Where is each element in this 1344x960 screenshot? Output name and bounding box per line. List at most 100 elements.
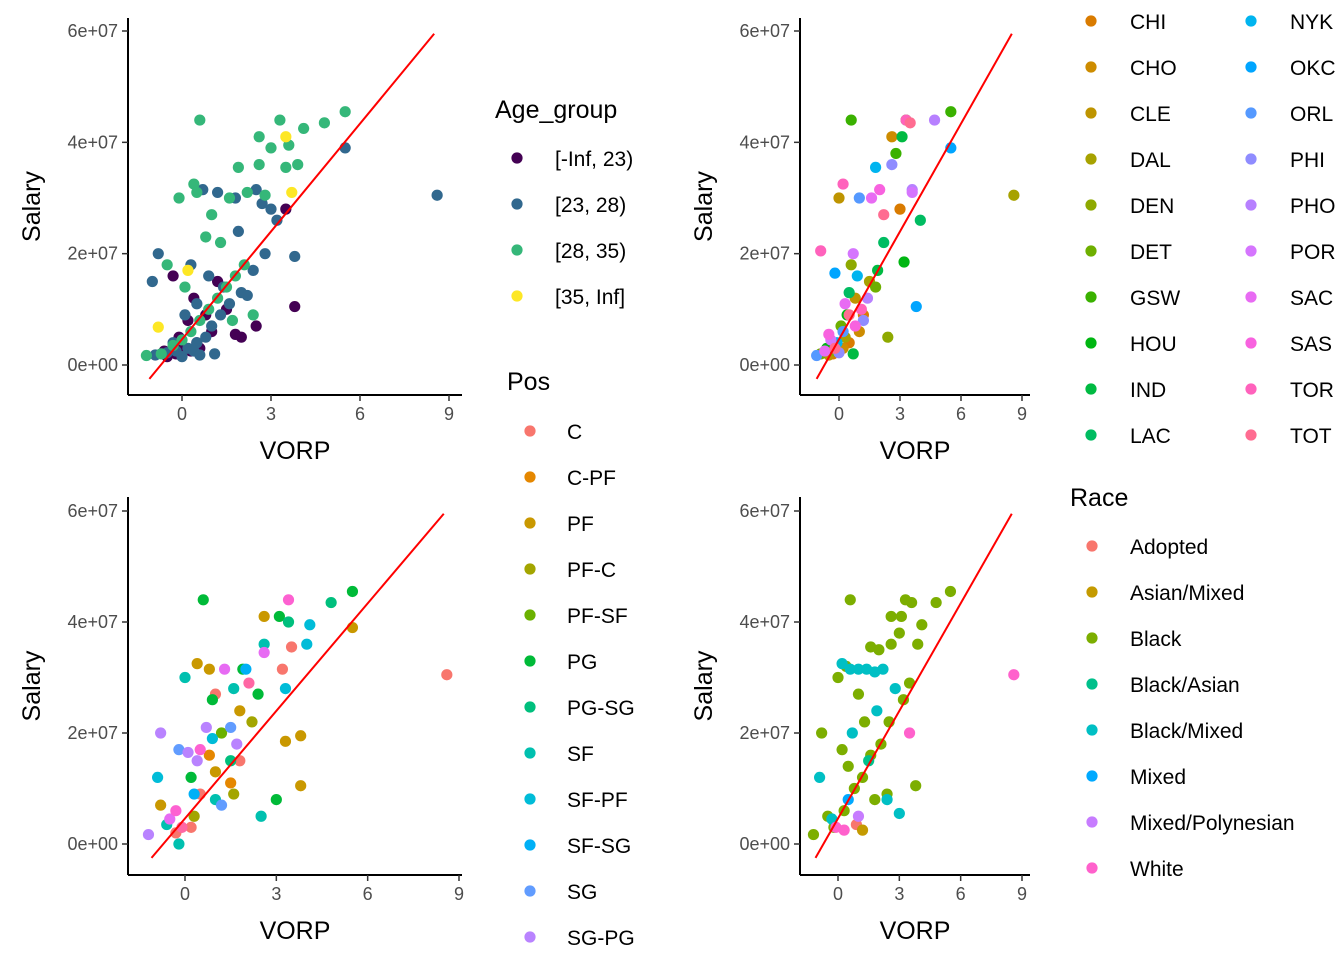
data-point xyxy=(228,788,240,800)
data-point xyxy=(881,794,893,806)
data-point xyxy=(167,270,179,282)
data-point xyxy=(203,663,215,675)
data-point xyxy=(243,677,255,689)
data-point xyxy=(914,214,926,226)
legend-key xyxy=(524,931,536,943)
data-point xyxy=(173,744,185,756)
y-tick-label: 0e+00 xyxy=(739,355,790,375)
legend-label: [-Inf, 23) xyxy=(555,148,633,171)
data-point xyxy=(912,638,924,650)
data-point xyxy=(823,328,835,340)
data-point xyxy=(856,824,869,836)
data-point xyxy=(906,186,918,199)
legend-label: PF xyxy=(567,513,594,536)
data-point xyxy=(339,106,351,118)
data-point xyxy=(930,596,942,609)
data-point xyxy=(185,771,197,784)
data-point xyxy=(295,730,307,742)
data-point xyxy=(870,161,882,173)
legend-key xyxy=(1086,632,1098,644)
data-point xyxy=(188,788,200,800)
legend-label: White xyxy=(1130,858,1184,881)
data-point xyxy=(865,192,878,204)
data-point xyxy=(194,114,206,126)
legend-title: Pos xyxy=(507,368,550,396)
legend-key xyxy=(524,839,536,851)
data-point xyxy=(152,771,164,784)
x-tick-label: 0 xyxy=(180,884,190,904)
y-axis-title: Salary xyxy=(690,171,718,242)
data-point xyxy=(273,610,285,623)
legend-label: PF-SF xyxy=(567,605,628,628)
data-point xyxy=(852,688,865,700)
legend-key xyxy=(1085,383,1097,395)
legend-label: Black/Asian xyxy=(1130,674,1240,697)
data-point xyxy=(325,596,337,609)
legend-key xyxy=(1245,153,1257,165)
data-point xyxy=(910,300,922,313)
y-axis-title: Salary xyxy=(690,650,718,721)
legend-label: HOU xyxy=(1130,333,1177,356)
data-point xyxy=(816,727,828,739)
data-point xyxy=(188,810,200,822)
data-point xyxy=(182,264,194,276)
legend-label: [35, Inf] xyxy=(555,286,625,309)
legend-label: SF-SG xyxy=(567,835,631,858)
x-tick-label: 3 xyxy=(895,404,905,424)
legend-key xyxy=(1086,816,1098,828)
data-point xyxy=(146,275,158,288)
legend-key xyxy=(1085,199,1097,211)
data-point xyxy=(847,248,859,260)
legend-key xyxy=(1085,429,1097,441)
data-point xyxy=(285,641,298,653)
legend-key xyxy=(1086,724,1098,736)
legend-label: [23, 28) xyxy=(555,194,626,217)
data-point xyxy=(893,807,905,820)
data-point xyxy=(225,777,237,789)
y-tick-label: 4e+07 xyxy=(67,612,118,632)
data-point xyxy=(253,159,265,171)
legend-key xyxy=(1085,245,1097,257)
data-point xyxy=(206,732,218,745)
data-point xyxy=(286,186,298,199)
data-point xyxy=(826,813,838,825)
legend-key xyxy=(1245,429,1257,441)
data-point xyxy=(214,309,227,321)
data-point xyxy=(839,298,851,310)
data-point xyxy=(206,320,218,332)
x-tick-label: 0 xyxy=(833,884,843,904)
data-point xyxy=(191,186,203,199)
legend-label: Mixed xyxy=(1130,766,1186,789)
legend-label: TOR xyxy=(1290,379,1334,402)
x-tick-label: 9 xyxy=(1017,404,1027,424)
data-point xyxy=(819,345,831,357)
data-point xyxy=(895,610,907,623)
data-point xyxy=(226,314,239,327)
data-point xyxy=(173,192,185,204)
data-point xyxy=(179,281,191,293)
data-point xyxy=(886,159,898,171)
legend-label: Black/Mixed xyxy=(1130,720,1243,743)
data-point xyxy=(852,663,865,675)
data-point xyxy=(292,159,304,171)
data-point xyxy=(916,619,928,631)
data-point xyxy=(886,131,898,143)
legend-label: POR xyxy=(1290,241,1336,264)
data-point xyxy=(265,142,277,154)
data-point xyxy=(194,744,206,756)
legend-label: CLE xyxy=(1130,103,1171,126)
data-point xyxy=(279,683,292,695)
data-point xyxy=(161,259,173,271)
legend-key xyxy=(524,517,536,529)
legend-key xyxy=(524,471,536,483)
legend-label: CHO xyxy=(1130,57,1177,80)
data-point xyxy=(155,799,167,811)
legend-label: ORL xyxy=(1290,103,1333,126)
data-point xyxy=(191,755,203,767)
x-tick-label: 3 xyxy=(271,884,281,904)
data-point xyxy=(1008,669,1020,681)
legend-label: OKC xyxy=(1290,57,1336,80)
data-point xyxy=(241,186,253,199)
data-point xyxy=(844,663,856,675)
legend-label: SAS xyxy=(1290,333,1332,356)
